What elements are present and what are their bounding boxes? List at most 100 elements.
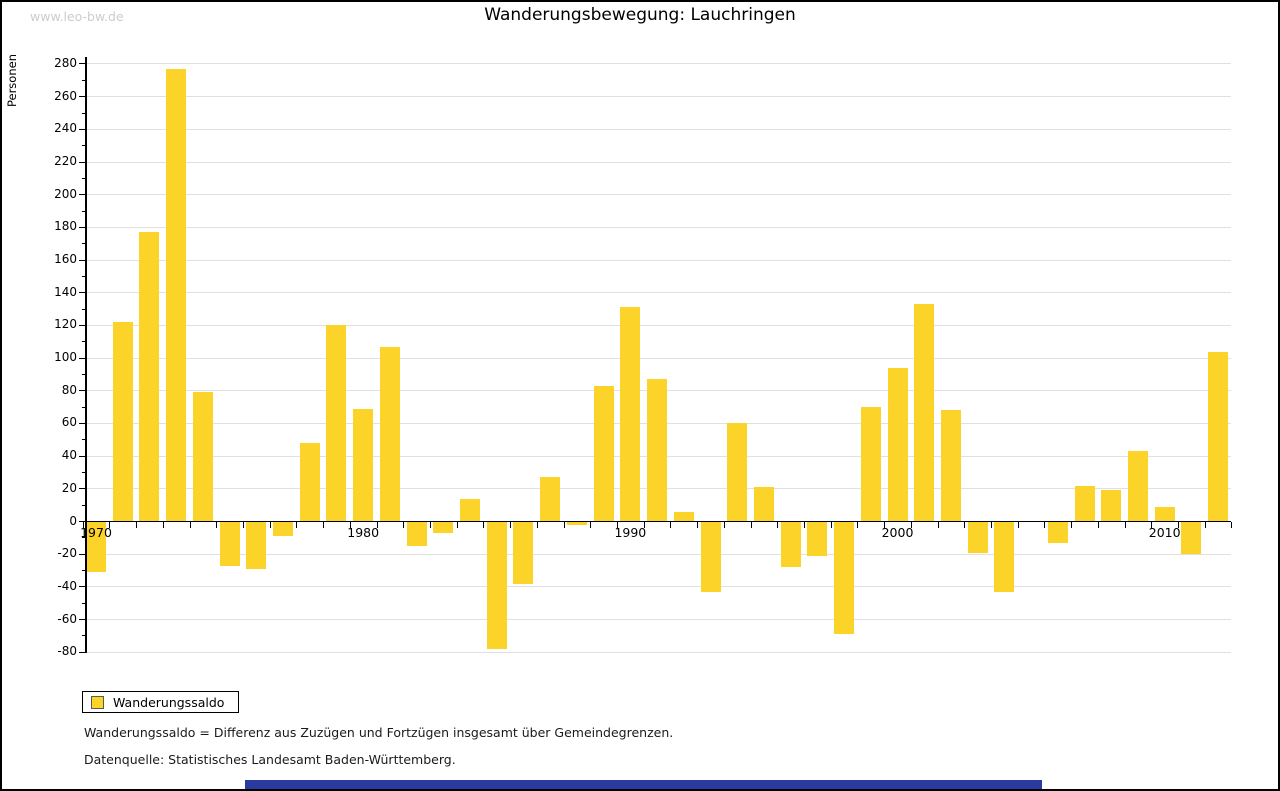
y-axis-tick xyxy=(79,128,86,130)
bar xyxy=(406,521,427,546)
bar xyxy=(166,68,187,522)
x-axis-tick xyxy=(697,522,699,529)
y-axis-tick xyxy=(79,292,86,294)
gridline xyxy=(87,161,1231,163)
bar xyxy=(326,325,347,522)
bar xyxy=(860,407,881,522)
y-axis-tick xyxy=(79,324,86,326)
bar xyxy=(967,521,988,553)
y-axis-tick xyxy=(79,63,86,65)
bar xyxy=(139,232,160,522)
x-axis-tick xyxy=(1097,522,1099,529)
x-axis-tick xyxy=(643,522,645,529)
bar xyxy=(1208,351,1229,522)
gridline xyxy=(87,259,1231,261)
x-axis-tick xyxy=(590,522,592,529)
gridline xyxy=(87,357,1231,359)
x-axis-tick xyxy=(376,522,378,529)
y-axis-tick xyxy=(79,455,86,457)
gridline xyxy=(87,128,1231,130)
x-axis-tick xyxy=(804,522,805,529)
y-axis-tick xyxy=(79,619,86,621)
x-axis-tick xyxy=(910,522,912,529)
x-axis-year-label: 2010 xyxy=(1148,525,1181,540)
x-axis-tick xyxy=(296,522,298,529)
x-axis-line xyxy=(86,520,1231,523)
x-axis-tick xyxy=(563,522,565,529)
bar xyxy=(700,521,721,592)
x-axis-year-label: 1970 xyxy=(80,525,112,540)
y-axis-tick xyxy=(82,537,86,539)
x-axis-tick xyxy=(857,522,859,529)
gridline xyxy=(87,324,1231,326)
x-axis-tick xyxy=(937,522,939,529)
y-axis-tick xyxy=(82,504,86,506)
y-axis-tick xyxy=(82,439,86,441)
y-axis-tick xyxy=(79,651,86,653)
bar xyxy=(593,385,614,522)
x-axis-year-label: 1990 xyxy=(614,525,647,540)
bar xyxy=(1181,521,1202,555)
bar xyxy=(460,498,481,522)
y-axis-tick-label: -60 xyxy=(57,611,77,626)
bar xyxy=(379,346,400,522)
x-axis-tick xyxy=(349,522,351,529)
footnote-definition: Wanderungssaldo = Differenz aus Zuzügen … xyxy=(84,725,674,740)
bar xyxy=(192,392,213,522)
y-axis-tick-label: 40 xyxy=(61,448,77,463)
y-axis-tick xyxy=(79,553,86,555)
bar xyxy=(513,521,534,584)
gridline xyxy=(87,226,1231,228)
x-axis-tick xyxy=(136,522,138,529)
gridline xyxy=(87,651,1231,653)
footnote-source: Datenquelle: Statistisches Landesamt Bad… xyxy=(84,752,456,767)
chart-title: Wanderungsbewegung: Lauchringen xyxy=(484,5,796,25)
x-axis-tick xyxy=(723,522,725,529)
bar xyxy=(299,443,320,522)
horizontal-scrollbar-thumb[interactable] xyxy=(245,780,1042,789)
y-axis-tick-label: 100 xyxy=(54,350,77,365)
bar xyxy=(1127,451,1148,522)
bar xyxy=(620,307,641,522)
y-axis-tick-label: 20 xyxy=(61,480,77,495)
bar xyxy=(1101,490,1122,522)
y-axis-tick-label: 200 xyxy=(54,186,77,201)
x-axis-tick xyxy=(830,522,832,529)
legend-box: Wanderungssaldo xyxy=(82,691,240,713)
y-axis-tick xyxy=(79,586,86,588)
bar xyxy=(273,521,294,537)
x-axis-tick xyxy=(536,522,538,529)
bar xyxy=(353,408,374,522)
bar xyxy=(753,487,774,522)
y-axis-tick xyxy=(82,308,86,310)
y-axis-tick xyxy=(82,275,86,277)
bar xyxy=(246,521,267,569)
bar xyxy=(807,521,828,556)
y-axis-tick xyxy=(82,112,86,114)
gridline xyxy=(87,96,1231,98)
gridline xyxy=(87,619,1231,621)
y-axis-tick xyxy=(79,96,86,98)
x-axis-tick xyxy=(1178,522,1180,529)
y-axis-tick-label: 160 xyxy=(54,252,77,267)
x-axis-tick xyxy=(777,522,779,529)
bar xyxy=(566,521,587,525)
bar xyxy=(112,322,133,522)
x-axis-tick xyxy=(1231,522,1233,529)
y-axis-tick xyxy=(79,161,86,163)
x-axis-tick xyxy=(323,522,325,529)
gridline xyxy=(87,194,1231,196)
x-axis-tick xyxy=(269,522,271,529)
y-axis-tick-label: 280 xyxy=(54,55,77,70)
x-axis-tick xyxy=(429,522,431,529)
y-axis-tick xyxy=(79,521,86,522)
y-axis-tick xyxy=(82,145,86,147)
y-axis-line xyxy=(85,57,87,654)
y-axis-tick-label: 60 xyxy=(61,415,77,430)
bar xyxy=(540,477,561,522)
bar xyxy=(834,521,855,635)
y-axis-tick-label: 140 xyxy=(54,284,77,299)
x-axis-tick xyxy=(1151,522,1153,529)
